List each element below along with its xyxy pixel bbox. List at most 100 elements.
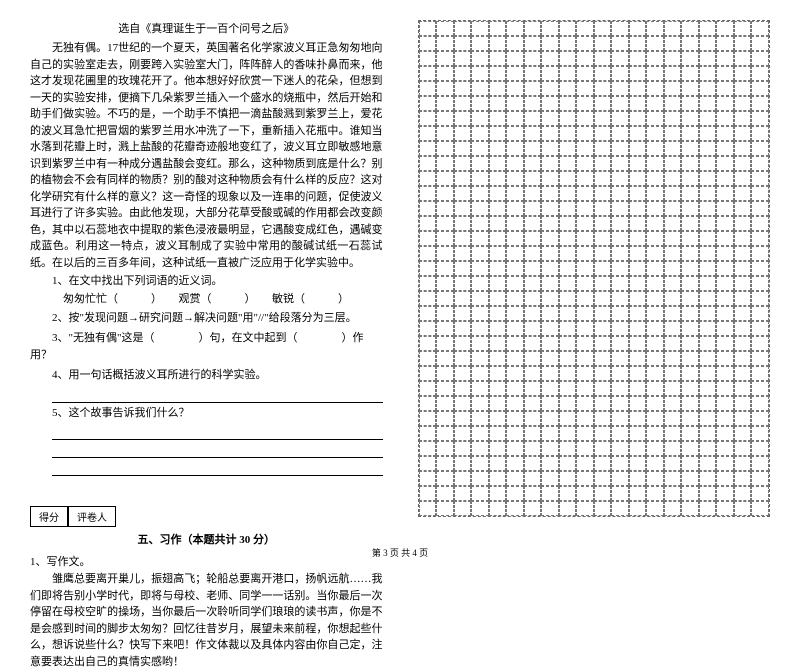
grid-cell <box>524 276 542 291</box>
grid-cell <box>576 156 594 171</box>
grid-cell <box>751 366 769 381</box>
grid-cell <box>576 501 594 516</box>
grid-cell <box>506 201 524 216</box>
question-3: 3、"无独有偶"这是（ ）句，在文中起到（ ）作用？ <box>30 330 383 365</box>
grid-cell <box>734 381 752 396</box>
grid-cell <box>699 261 717 276</box>
grid-cell <box>664 201 682 216</box>
grid-cell <box>664 231 682 246</box>
grid-cell <box>629 396 647 411</box>
grid-cell <box>629 501 647 516</box>
grid-cell <box>576 456 594 471</box>
grid-cell <box>716 186 734 201</box>
grid-cell <box>419 171 437 186</box>
grid-cell <box>716 36 734 51</box>
grid-cell <box>629 126 647 141</box>
grid-cell <box>541 216 559 231</box>
grid-cell <box>524 21 542 36</box>
grid-cell <box>506 81 524 96</box>
grid-cell <box>454 231 472 246</box>
grid-cell <box>751 501 769 516</box>
grid-cell <box>454 471 472 486</box>
grid-cell <box>716 321 734 336</box>
grid-cell <box>611 246 629 261</box>
grid-cell <box>734 471 752 486</box>
grid-cell <box>699 396 717 411</box>
grid-cell <box>664 501 682 516</box>
grid-cell <box>471 456 489 471</box>
grid-cell <box>681 336 699 351</box>
grid-cell <box>576 231 594 246</box>
grid-cell <box>524 261 542 276</box>
grid-cell <box>594 96 612 111</box>
grid-cell <box>471 426 489 441</box>
grid-cell <box>559 216 577 231</box>
grid-cell <box>419 291 437 306</box>
grid-cell <box>436 231 454 246</box>
grid-cell <box>664 156 682 171</box>
grid-cell <box>734 321 752 336</box>
grid-cell <box>734 156 752 171</box>
grid-cell <box>454 51 472 66</box>
left-column: 选自《真理诞生于一百个问号之后》 无独有偶。17世纪的一个夏天，英国著名化学家波… <box>30 20 393 545</box>
grid-cell <box>436 336 454 351</box>
grid-cell <box>629 246 647 261</box>
grid-cell <box>436 456 454 471</box>
grid-cell <box>646 126 664 141</box>
grid-cell <box>734 81 752 96</box>
grid-cell <box>489 246 507 261</box>
grid-cell <box>454 366 472 381</box>
grid-cell <box>594 456 612 471</box>
grid-cell <box>611 186 629 201</box>
grid-cell <box>576 426 594 441</box>
passage-text: 无独有偶。17世纪的一个夏天，英国著名化学家波义耳正急匆匆地向自己的实验室走去，… <box>30 40 383 271</box>
grid-cell <box>524 306 542 321</box>
grid-cell <box>524 51 542 66</box>
grid-cell <box>734 426 752 441</box>
grid-cell <box>629 351 647 366</box>
grid-cell <box>716 441 734 456</box>
grid-cell <box>454 456 472 471</box>
grid-cell <box>734 246 752 261</box>
grid-cell <box>646 111 664 126</box>
grid-cell <box>454 126 472 141</box>
grid-cell <box>681 486 699 501</box>
grid-cell <box>751 261 769 276</box>
grid-cell <box>611 381 629 396</box>
grid-cell <box>419 486 437 501</box>
grid-cell <box>751 441 769 456</box>
grid-cell <box>471 366 489 381</box>
grid-cell <box>664 111 682 126</box>
grid-cell <box>734 216 752 231</box>
grid-cell <box>419 381 437 396</box>
grid-cell <box>716 201 734 216</box>
grid-cell <box>681 66 699 81</box>
grid-cell <box>664 486 682 501</box>
grid-cell <box>454 96 472 111</box>
grid-cell <box>681 141 699 156</box>
grid-cell <box>664 336 682 351</box>
grid-cell <box>541 411 559 426</box>
grid-cell <box>594 126 612 141</box>
grid-cell <box>611 141 629 156</box>
grid-cell <box>576 261 594 276</box>
grid-cell <box>594 306 612 321</box>
grid-cell <box>664 381 682 396</box>
grid-cell <box>611 36 629 51</box>
grid-cell <box>524 486 542 501</box>
grid-cell <box>489 96 507 111</box>
grid-cell <box>594 171 612 186</box>
grid-cell <box>506 306 524 321</box>
grid-cell <box>524 456 542 471</box>
grid-cell <box>419 186 437 201</box>
grid-cell <box>471 51 489 66</box>
grid-cell <box>646 51 664 66</box>
grid-cell <box>681 261 699 276</box>
grid-cell <box>699 276 717 291</box>
grid-cell <box>611 366 629 381</box>
grid-cell <box>681 171 699 186</box>
grid-cell <box>629 21 647 36</box>
grid-cell <box>576 21 594 36</box>
grid-cell <box>436 216 454 231</box>
grid-cell <box>559 501 577 516</box>
